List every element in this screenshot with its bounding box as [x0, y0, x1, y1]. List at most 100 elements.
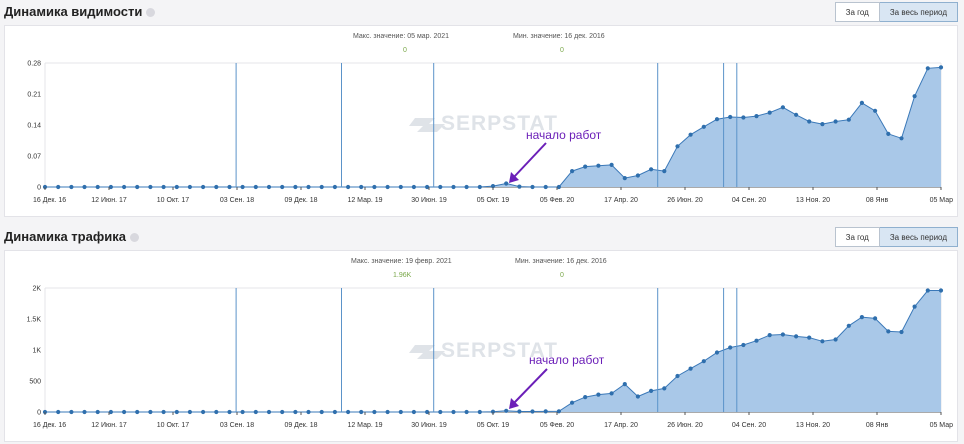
data-point[interactable] — [174, 184, 179, 190]
data-point[interactable] — [714, 350, 720, 355]
data-point[interactable] — [899, 136, 904, 141]
data-point[interactable] — [240, 184, 245, 190]
data-point[interactable] — [122, 409, 127, 415]
data-point[interactable] — [451, 184, 456, 190]
data-point[interactable] — [649, 388, 654, 393]
data-point[interactable] — [938, 65, 944, 70]
data-point[interactable] — [807, 335, 812, 340]
data-point[interactable] — [95, 184, 100, 190]
data-point[interactable] — [504, 181, 509, 186]
data-point[interactable] — [214, 409, 219, 415]
data-point[interactable] — [833, 337, 838, 342]
data-point[interactable] — [398, 409, 403, 415]
data-point[interactable] — [438, 184, 443, 190]
data-point[interactable] — [780, 105, 786, 110]
data-point[interactable] — [425, 409, 430, 415]
data-point[interactable] — [846, 117, 851, 122]
data-point[interactable] — [556, 409, 562, 414]
data-point[interactable] — [662, 169, 667, 174]
data-point[interactable] — [69, 409, 74, 415]
data-point[interactable] — [754, 114, 759, 119]
data-point[interactable] — [69, 184, 74, 190]
data-point[interactable] — [688, 132, 693, 137]
data-point[interactable] — [187, 184, 192, 190]
data-point[interactable] — [411, 184, 416, 190]
data-point[interactable] — [741, 115, 746, 120]
data-point[interactable] — [332, 409, 337, 415]
data-point[interactable] — [319, 184, 324, 190]
data-point[interactable] — [925, 66, 930, 71]
year-button[interactable]: За год — [834, 2, 880, 22]
data-point[interactable] — [82, 409, 87, 415]
data-point[interactable] — [372, 409, 377, 415]
data-point[interactable] — [451, 409, 456, 415]
data-point[interactable] — [556, 184, 562, 190]
all-period-button[interactable]: За весь период — [879, 227, 958, 247]
data-point[interactable] — [174, 409, 179, 415]
data-point[interactable] — [925, 288, 930, 293]
data-point[interactable] — [490, 409, 496, 414]
data-point[interactable] — [886, 131, 891, 136]
data-point[interactable] — [530, 409, 535, 414]
data-point[interactable] — [609, 391, 614, 396]
data-point[interactable] — [570, 169, 575, 174]
data-point[interactable] — [701, 359, 706, 364]
data-point[interactable] — [411, 409, 416, 415]
data-point[interactable] — [596, 392, 601, 397]
all-period-button[interactable]: За весь период — [879, 2, 958, 22]
data-point[interactable] — [688, 366, 693, 371]
data-point[interactable] — [438, 409, 443, 415]
data-point[interactable] — [398, 184, 403, 190]
data-point[interactable] — [464, 409, 469, 415]
data-point[interactable] — [148, 409, 153, 415]
data-point[interactable] — [161, 184, 166, 190]
data-point[interactable] — [293, 184, 298, 190]
data-point[interactable] — [899, 329, 904, 335]
data-point[interactable] — [464, 184, 469, 190]
data-point[interactable] — [794, 112, 799, 117]
data-point[interactable] — [517, 409, 522, 414]
data-point[interactable] — [253, 184, 258, 190]
data-point[interactable] — [754, 338, 759, 343]
data-point[interactable] — [266, 409, 272, 415]
data-point[interactable] — [135, 184, 140, 190]
data-point[interactable] — [649, 167, 654, 172]
data-point[interactable] — [108, 409, 113, 415]
data-point[interactable] — [635, 394, 641, 399]
data-point[interactable] — [728, 114, 733, 120]
data-point[interactable] — [583, 164, 588, 169]
data-point[interactable] — [293, 409, 298, 415]
data-point[interactable] — [280, 409, 285, 415]
data-point[interactable] — [833, 119, 838, 124]
data-point[interactable] — [820, 339, 825, 344]
data-point[interactable] — [807, 119, 812, 124]
data-point[interactable] — [42, 409, 48, 415]
data-point[interactable] — [820, 122, 825, 127]
data-point[interactable] — [425, 184, 430, 190]
data-point[interactable] — [385, 184, 390, 190]
data-point[interactable] — [148, 184, 153, 190]
data-point[interactable] — [359, 184, 364, 190]
data-point[interactable] — [385, 409, 390, 415]
data-point[interactable] — [135, 409, 140, 415]
data-point[interactable] — [56, 184, 61, 190]
data-point[interactable] — [780, 332, 786, 337]
data-point[interactable] — [227, 184, 232, 190]
data-point[interactable] — [82, 184, 87, 190]
data-point[interactable] — [596, 163, 601, 168]
data-point[interactable] — [332, 184, 337, 190]
data-point[interactable] — [95, 409, 100, 415]
data-point[interactable] — [477, 184, 482, 190]
data-point[interactable] — [846, 323, 851, 328]
data-point[interactable] — [543, 409, 548, 414]
data-point[interactable] — [253, 409, 258, 415]
data-point[interactable] — [912, 94, 917, 99]
data-point[interactable] — [201, 184, 206, 190]
data-point[interactable] — [859, 315, 865, 320]
data-point[interactable] — [266, 184, 272, 190]
data-point[interactable] — [504, 408, 509, 413]
data-point[interactable] — [346, 184, 351, 190]
data-point[interactable] — [227, 409, 232, 415]
data-point[interactable] — [873, 108, 878, 113]
data-point[interactable] — [767, 333, 772, 338]
